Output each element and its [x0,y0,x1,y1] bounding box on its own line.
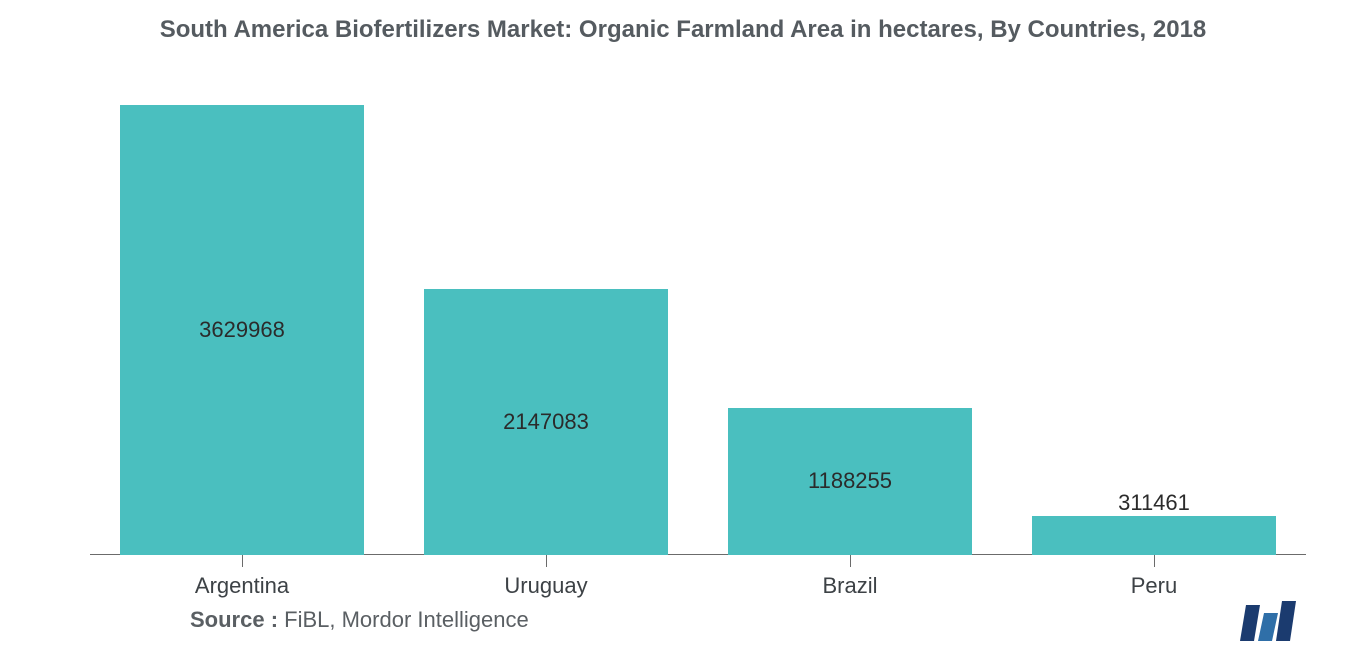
logo-icon [1240,601,1296,641]
x-tick [546,555,547,567]
bar-value-label: 2147083 [503,409,589,435]
brand-logo [1240,601,1296,641]
bar-slot: 311461Peru [1002,105,1306,555]
category-label: Argentina [195,573,289,599]
bar-value-label: 3629968 [199,317,285,343]
plot-area: 3629968Argentina2147083Uruguay1188255Bra… [90,105,1306,555]
category-label: Brazil [822,573,877,599]
bar: 311461 [1032,516,1275,555]
bar-slot: 3629968Argentina [90,105,394,555]
bar-value-label: 311461 [1118,490,1190,516]
bar: 3629968 [120,105,363,555]
bar-value-label: 1188255 [808,468,892,494]
x-tick [850,555,851,567]
x-tick [1154,555,1155,567]
category-label: Uruguay [504,573,587,599]
bar: 2147083 [424,289,667,555]
bar-slot: 2147083Uruguay [394,105,698,555]
chart-container: South America Biofertilizers Market: Org… [0,0,1366,655]
category-label: Peru [1131,573,1177,599]
source-text: FiBL, Mordor Intelligence [278,607,529,632]
bar: 1188255 [728,408,971,555]
bar-slot: 1188255Brazil [698,105,1002,555]
source-label: Source : [190,607,278,632]
bars-group: 3629968Argentina2147083Uruguay1188255Bra… [90,105,1306,555]
source-line: Source : FiBL, Mordor Intelligence [190,607,529,633]
x-tick [242,555,243,567]
chart-title: South America Biofertilizers Market: Org… [0,14,1366,46]
